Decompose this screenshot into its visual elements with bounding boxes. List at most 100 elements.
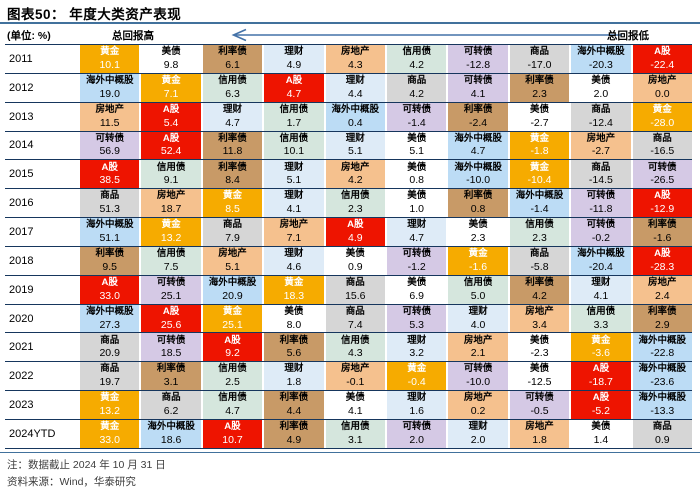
asset-value: 25.1 [222,318,243,331]
asset-value: -11.8 [589,203,613,216]
asset-name: 理财 [284,363,304,375]
asset-value: 19.7 [99,376,120,389]
asset-name: 利率债 [218,46,247,58]
asset-cell: 商品 7.9 [202,218,263,246]
asset-value: 4.2 [347,174,363,187]
asset-cell: 理财 4.0 [448,304,508,333]
asset-cell: 黄金 8.5 [202,189,263,218]
asset-name: 可转债 [402,305,431,317]
asset-name: 美债 [407,276,427,288]
asset-value: -14.5 [588,174,613,187]
unit-label: (单位: %) [7,30,51,42]
asset-cell: 黄金 13.2 [141,218,201,246]
asset-name: 利率债 [218,132,247,144]
asset-cell: 美债 1.4 [571,419,631,448]
asset-value: 1.4 [593,433,609,446]
asset-name: 理财 [468,305,488,317]
table-row: 2017 海外中概股 51.1 黄金 13.2 商品 7.9 房地产 7.1 A股 4.9 理财 4.7… [5,218,692,247]
asset-name: 利率债 [156,363,186,375]
year-label: 2021 [5,333,78,362]
asset-value: -3.6 [591,347,610,360]
asset-name: 海外中概股 [638,392,687,404]
asset-value: 4.1 [593,289,609,302]
table-row: 2018 利率债 9.5 信用债 7.5 房地产 5.1 理财 4.6 美债 0.9 可转债 -1.2 黄… [5,246,692,276]
asset-cell: 可转债 -11.8 [571,189,631,218]
table-row: 2014 可转债 56.9 A股 52.4 利率债 11.8 信用债 10.1 理财 5.1 美债 5.… [5,131,692,161]
asset-name: 美债 [407,161,427,173]
asset-cell: A股 5.4 [141,102,201,131]
asset-cell: 美债 9.8 [141,45,201,73]
asset-cell: 信用债 1.7 [264,102,324,131]
asset-cell: A股 33.0 [80,275,140,304]
asset-cell: 房地产 1.8 [509,419,570,448]
table-row: 2019 A股 33.0 可转债 25.1 海外中概股 20.9 黄金 18.3 商品 15.6 美债… [5,275,692,305]
asset-cell: 美债 -2.7 [509,102,570,131]
asset-cell: 黄金 -10.4 [509,160,570,189]
asset-name: 信用债 [156,248,186,260]
asset-name: 黄金 [529,161,549,173]
asset-cell: 黄金 18.3 [264,275,324,304]
asset-cell: 信用债 10.1 [264,131,324,160]
asset-name: 商品 [100,363,120,375]
asset-value: 2.1 [470,347,486,360]
asset-cell: 房地产 0.0 [632,73,692,102]
asset-name: 利率债 [95,248,124,260]
asset-value: 4.2 [409,58,424,71]
asset-value: -0.2 [591,231,610,244]
left-arrow-icon [228,28,624,42]
asset-name: 房地产 [525,305,554,317]
asset-value: 8.0 [286,318,302,331]
asset-cell: 黄金 25.1 [202,304,263,333]
asset-name: 黄金 [161,219,181,231]
asset-name: 房地产 [525,421,554,433]
asset-name: 美债 [407,132,427,144]
asset-value: 4.9 [347,231,363,244]
asset-value: 1.8 [286,376,302,389]
asset-cell: 房地产 -2.7 [571,131,631,160]
asset-name: 理财 [345,132,365,144]
asset-cell: A股 25.6 [141,304,201,333]
asset-name: 海外中概股 [85,305,134,317]
asset-cell: 海外中概股 -20.4 [571,246,631,275]
asset-name: 房地产 [341,363,370,375]
asset-cell: 信用债 4.7 [202,391,263,419]
asset-value: 7.4 [347,318,363,331]
asset-value: 2.0 [470,433,486,446]
asset-name: 房地产 [648,276,677,288]
asset-value: 33.0 [99,289,120,302]
asset-cell: 商品 -17.0 [509,45,570,73]
figure-subheader: (单位: %) 总回报高 总回报低 [0,27,700,43]
asset-cell: 利率债 4.9 [264,419,324,448]
asset-value: -17.0 [527,58,552,71]
asset-value: 52.4 [160,145,182,158]
asset-value: 38.5 [99,174,120,187]
asset-name: 理财 [407,334,427,346]
asset-name: 可转债 [402,248,431,260]
asset-name: A股 [592,392,610,404]
asset-name: 信用债 [525,219,554,231]
asset-cell: 美债 -12.5 [509,362,570,391]
asset-value: 1.0 [409,203,424,216]
asset-value: 20.9 [222,289,243,302]
asset-cell: 房地产 18.7 [141,189,201,218]
table-row: 2021 商品 20.9 可转债 18.5 A股 9.2 利率债 5.6 信用债 4.3 理财 3.2 房… [5,333,692,363]
asset-cell: 海外中概股 51.1 [80,218,140,246]
asset-value: 51.1 [99,231,120,244]
asset-value: 4.7 [225,405,240,418]
asset-cell: 商品 0.9 [632,419,692,448]
asset-cell: 利率债 0.8 [448,189,508,218]
asset-value: 11.8 [222,145,243,158]
asset-cell: 美债 0.8 [387,160,447,189]
asset-value: 4.7 [225,116,240,129]
asset-name: 商品 [345,305,365,317]
asset-name: 商品 [345,276,365,288]
asset-cell: 可转债 4.1 [448,73,508,102]
asset-cell: 可转债 5.3 [387,304,447,333]
asset-value: 6.9 [409,289,424,302]
asset-name: 可转债 [402,103,431,115]
asset-cell: 商品 20.9 [80,333,140,362]
asset-value: 4.1 [470,87,486,100]
asset-cell: 利率债 4.4 [264,391,324,419]
asset-value: -10.4 [527,174,552,187]
asset-value: -18.7 [588,376,613,389]
